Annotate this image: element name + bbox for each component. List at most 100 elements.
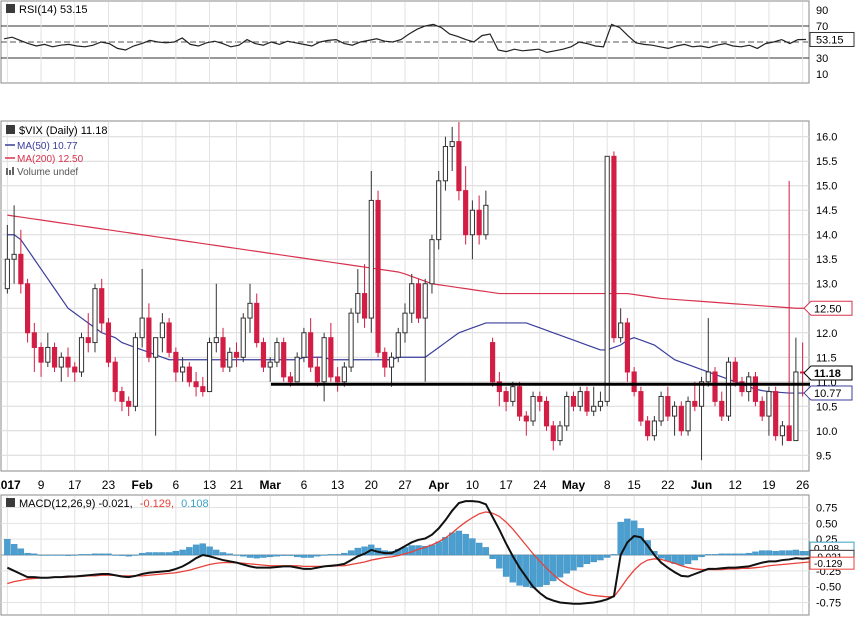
- macd-histogram-bar: [732, 553, 739, 556]
- macd-axis-label: 0.75: [816, 503, 837, 515]
- macd-histogram-bar: [401, 547, 409, 556]
- candle-up: [45, 346, 51, 363]
- candle-up: [436, 180, 442, 241]
- macd-histogram-bar: [597, 554, 604, 561]
- x-axis-label: 13: [203, 478, 217, 492]
- candle-up: [159, 322, 165, 339]
- x-axis-label: 20: [365, 478, 379, 492]
- macd-histogram-bar: [267, 554, 274, 558]
- price-legend-ticker: $VIX (Daily) 11.18: [19, 125, 107, 137]
- candle-up: [591, 405, 597, 412]
- macd-histogram-bar: [226, 553, 233, 556]
- candle-up: [355, 293, 361, 314]
- x-axis-label: 26: [796, 478, 810, 492]
- x-axis-label: 6: [173, 478, 180, 492]
- candle-up: [395, 332, 401, 358]
- candle-up: [483, 204, 489, 236]
- x-axis-label: 12: [729, 478, 743, 492]
- x-axis-label: 23: [102, 478, 116, 492]
- macd-histogram-bar: [314, 554, 321, 557]
- candle-down: [712, 371, 718, 402]
- candle-down: [739, 381, 745, 393]
- candle-up: [618, 322, 624, 339]
- macd-histogram-bar: [799, 551, 806, 556]
- candle-down: [537, 395, 543, 402]
- candle-up: [227, 351, 233, 368]
- macd-histogram-bar: [17, 548, 25, 556]
- macd-histogram-bar: [442, 537, 449, 556]
- macd-legend: MACD(12,26,9) -0.021, -0.129, 0.108: [6, 498, 209, 510]
- candle-up: [274, 342, 280, 363]
- candle-down: [476, 209, 482, 236]
- macd-axis-label: -0.75: [816, 598, 841, 610]
- macd-badge-text: 0.108: [814, 544, 839, 555]
- macd-series: 0.108-0.021-0.129: [4, 500, 855, 605]
- price-axis-label: 16.0: [816, 132, 837, 144]
- candle-up: [779, 425, 786, 437]
- macd-histogram-bar: [152, 552, 159, 556]
- macd-histogram-bar: [765, 550, 773, 556]
- macd-histogram-bar: [64, 554, 72, 556]
- candle-down: [732, 361, 738, 383]
- price-badge: [803, 365, 853, 381]
- x-axis-label: 2017: [0, 478, 21, 492]
- macd-histogram-bar: [287, 554, 294, 556]
- candle-up: [11, 253, 17, 260]
- x-axis-label: Mar: [260, 478, 282, 492]
- macd-histogram-bar: [657, 554, 665, 559]
- price-badge: [803, 300, 853, 316]
- moving-averages: [7, 214, 810, 394]
- macd-histogram-bar: [745, 552, 752, 556]
- macd-histogram-bar: [91, 553, 99, 556]
- macd-histogram-bar: [570, 554, 577, 571]
- macd-histogram-bar: [455, 530, 463, 556]
- macd-histogram-bar: [219, 552, 227, 556]
- macd-histogram-bar: [718, 553, 725, 556]
- macd-histogram-bar: [543, 554, 550, 585]
- x-axis-label: 24: [533, 478, 547, 492]
- candle-down: [166, 322, 172, 353]
- x-axis-label: 21: [230, 478, 244, 492]
- macd-histogram-bar: [408, 545, 415, 556]
- candle-up: [604, 155, 610, 402]
- candle-down: [786, 425, 792, 442]
- price-axis-label: 10.0: [816, 426, 837, 438]
- candle-up: [597, 400, 604, 407]
- ma200-legend-text: MA(200) 12.50: [17, 154, 84, 165]
- candle-down: [38, 346, 44, 363]
- candle-up: [92, 288, 98, 344]
- x-axis-label: 17: [499, 478, 513, 492]
- macd-histogram-bar: [58, 554, 65, 556]
- rsi-axis-label: 10: [816, 69, 828, 81]
- candle-down: [314, 366, 320, 383]
- macd-histogram-bar: [260, 554, 267, 558]
- macd-histogram-bar: [10, 544, 18, 556]
- macd-histogram-bar: [698, 554, 705, 558]
- macd-histogram-bar: [145, 552, 153, 556]
- candle-down: [173, 351, 179, 373]
- price-badge-text: 12.50: [814, 303, 842, 315]
- x-axis-labels: 2017 9 17 23 Feb 6 13 21 Mar 6 13 20 27 Apr 10 17 24 May 8…: [0, 478, 810, 492]
- macd-histogram-bar: [341, 552, 348, 556]
- candle-down: [543, 400, 550, 427]
- candle-up: [78, 337, 85, 373]
- price-axis-label: 13.0: [816, 279, 837, 291]
- candle-up: [267, 361, 273, 368]
- macd-histogram-bar: [637, 528, 645, 556]
- candle-up: [240, 317, 246, 358]
- macd-histogram-bar: [792, 549, 800, 556]
- rsi-legend-text: RSI(14) 53.15: [19, 4, 87, 16]
- macd-histogram-bar: [165, 552, 173, 556]
- candle-up: [449, 141, 455, 148]
- macd-histogram-bar: [482, 547, 490, 556]
- price-badge-text: 10.77: [814, 388, 842, 400]
- candle-down: [624, 322, 630, 373]
- macd-histogram-bar: [112, 554, 119, 556]
- macd-histogram-bar: [280, 554, 287, 556]
- macd-histogram-bar: [759, 550, 766, 556]
- candle-down: [308, 332, 314, 368]
- macd-histogram-bar: [71, 554, 78, 556]
- candle-down: [233, 351, 240, 358]
- candle-up: [766, 391, 772, 417]
- macd-histogram-bar: [435, 541, 442, 556]
